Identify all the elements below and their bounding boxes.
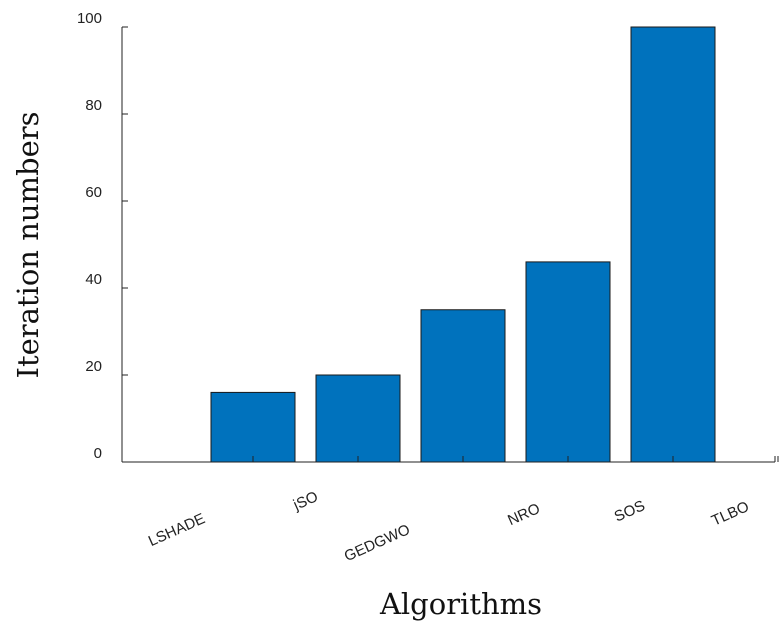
x-tick-label: LSHADE — [146, 510, 208, 550]
x-tick-label: TLBO — [709, 498, 752, 529]
y-tick-label: 20 — [85, 358, 102, 375]
bar — [525, 261, 611, 463]
x-tick-label: jSO — [290, 488, 321, 514]
bar — [630, 26, 716, 463]
y-tick-label: 100 — [77, 10, 102, 27]
y-tick-label: 80 — [85, 97, 102, 114]
y-axis-label: Iteration numbers — [11, 111, 45, 378]
x-axis: LSHADE jSO GEDGWO NRO SOS TLBO — [122, 456, 779, 565]
y-tick-label: 60 — [85, 184, 102, 201]
y-axis: 0 20 40 60 80 100 — [77, 10, 128, 463]
bar — [210, 391, 296, 463]
x-tick-label: SOS — [612, 497, 648, 525]
bar — [420, 309, 506, 463]
y-tick-label: 0 — [94, 445, 102, 462]
x-tick-label: NRO — [505, 500, 542, 529]
x-tick-label: GEDGWO — [342, 521, 413, 565]
y-tick-label: 40 — [85, 271, 102, 288]
bars — [210, 26, 716, 463]
x-axis-label: Algorithms — [379, 587, 542, 621]
bar — [315, 374, 401, 463]
